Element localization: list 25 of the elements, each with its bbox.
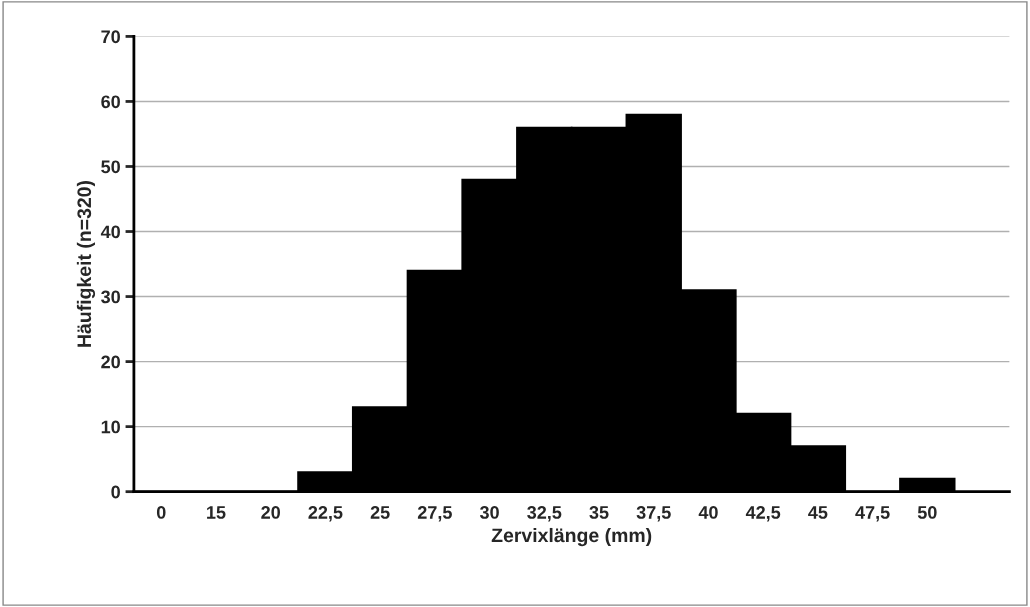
- x-tick-label: 47,5: [855, 506, 890, 522]
- y-axis-title: Häufigkeit (n=320): [76, 180, 96, 347]
- x-tick-label: 22,5: [308, 506, 343, 522]
- x-tick-label: 50: [917, 506, 937, 519]
- y-tick-label: 0: [111, 485, 120, 499]
- x-tick-label: 27,5: [417, 506, 452, 522]
- y-tick-label: 40: [100, 225, 120, 239]
- x-tick-label: 42,5: [745, 506, 781, 522]
- x-tick-label: 37,5: [636, 506, 671, 522]
- y-tick-label: 50: [101, 160, 120, 174]
- x-tick-label: 40: [698, 506, 718, 519]
- y-tick-label: 20: [101, 355, 120, 369]
- y-tick-label: 30: [101, 290, 120, 304]
- x-tick-label: 15: [207, 506, 226, 519]
- x-tick-label: 25: [370, 506, 390, 519]
- x-axis-title: Zervixlänge (mm): [491, 527, 652, 547]
- x-tick-label: 32,5: [527, 506, 562, 522]
- y-tick-label: 10: [101, 420, 120, 434]
- y-tick-label: 60: [101, 95, 120, 109]
- x-tick-label: 45: [808, 506, 828, 519]
- y-tick-label: 70: [101, 30, 120, 44]
- x-tick-label: 35: [589, 506, 609, 519]
- x-tick-label: 20: [261, 506, 280, 519]
- x-tick-label: 30: [479, 506, 499, 519]
- x-tick-label: 0: [156, 506, 166, 519]
